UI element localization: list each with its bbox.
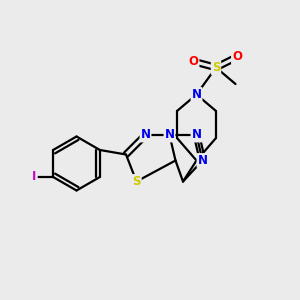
Text: S: S — [212, 61, 220, 74]
Text: N: N — [197, 154, 208, 167]
Text: N: N — [164, 128, 175, 142]
Text: S: S — [132, 175, 141, 188]
Text: I: I — [32, 170, 37, 184]
Text: O: O — [188, 55, 199, 68]
Text: N: N — [191, 88, 202, 101]
Text: N: N — [191, 128, 202, 142]
Text: N: N — [140, 128, 151, 142]
Text: O: O — [232, 50, 242, 64]
